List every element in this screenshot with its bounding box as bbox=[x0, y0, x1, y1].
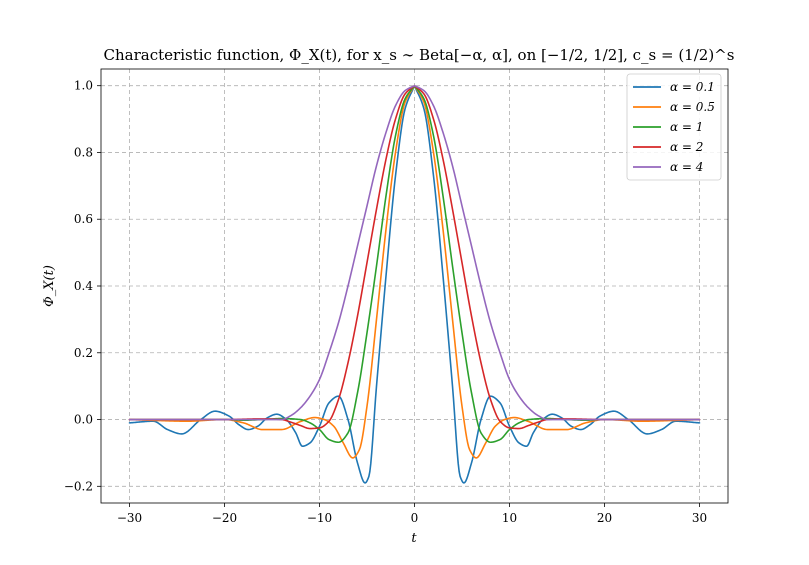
x-tick-label: 10 bbox=[502, 511, 517, 525]
y-tick-label: 1.0 bbox=[74, 79, 93, 93]
legend-label: α = 1 bbox=[670, 120, 703, 134]
y-tick-label: 0.8 bbox=[74, 145, 93, 159]
grid bbox=[101, 69, 728, 503]
y-tick-label: 0.6 bbox=[74, 212, 93, 226]
legend: α = 0.1 α = 0.5 α = 1 α = 2 α = 4 bbox=[626, 73, 722, 181]
x-tick-label: −10 bbox=[307, 511, 332, 525]
x-tick-label: −30 bbox=[117, 511, 142, 525]
x-tick-label: 30 bbox=[692, 511, 707, 525]
y-axis-label: Φ_X(t) bbox=[42, 265, 57, 307]
legend-label: α = 2 bbox=[670, 140, 703, 154]
x-tick-label: 20 bbox=[597, 511, 612, 525]
series-line-5 bbox=[128, 84, 701, 421]
y-tick-label: 0.2 bbox=[74, 346, 93, 360]
legend-label: α = 4 bbox=[670, 160, 703, 174]
legend-label: α = 0.5 bbox=[670, 100, 715, 114]
y-tick-label: 0.4 bbox=[74, 279, 93, 293]
chart-title: Characteristic function, Φ_X(t), for x_s… bbox=[104, 46, 735, 64]
x-tick-label: 0 bbox=[411, 511, 419, 525]
x-tick-label: −20 bbox=[212, 511, 237, 525]
legend-label: α = 0.1 bbox=[670, 80, 715, 94]
x-axis: −30 −20 −10 0 10 20 30 bbox=[117, 503, 707, 525]
y-tick-label: −0.2 bbox=[64, 479, 93, 493]
y-tick-label: 0.0 bbox=[74, 413, 93, 427]
legend-box bbox=[626, 73, 722, 181]
series-lines bbox=[128, 84, 701, 484]
y-axis: −0.2 0.0 0.2 0.4 0.6 0.8 1.0 bbox=[64, 79, 101, 493]
x-axis-label: t bbox=[411, 531, 417, 546]
